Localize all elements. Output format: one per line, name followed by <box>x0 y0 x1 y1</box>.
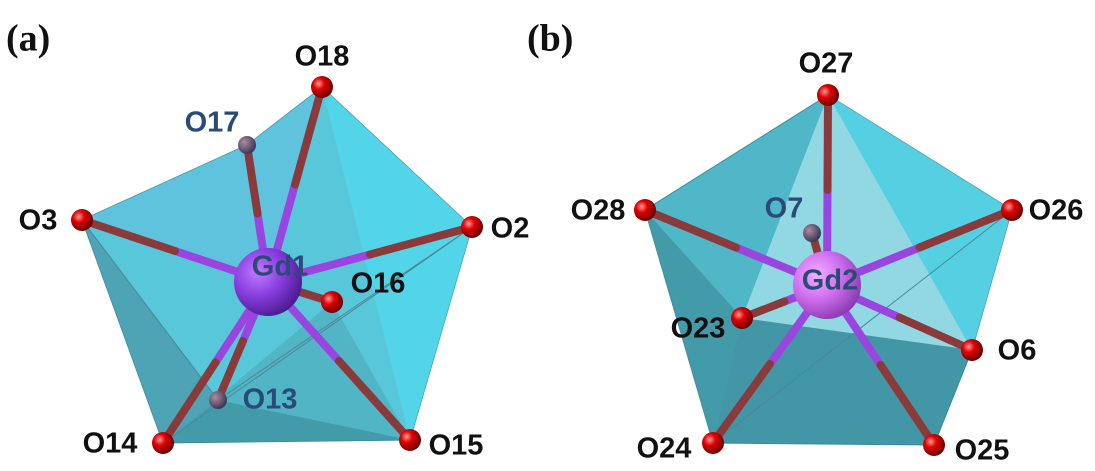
oxygen-atom <box>817 84 839 106</box>
oxygen-label: O2 <box>491 213 530 245</box>
bond <box>291 83 326 189</box>
oxygen-atom <box>702 432 724 454</box>
bond <box>895 313 976 354</box>
oxygen-label: O15 <box>429 430 484 462</box>
metal-label: Gd2 <box>802 265 858 297</box>
oxygen-atom <box>321 291 343 313</box>
oxygen-atom <box>1001 199 1023 221</box>
panel-label: (a) <box>6 18 50 60</box>
oxygen-atom <box>461 216 483 238</box>
oxygen-label: O23 <box>671 313 726 345</box>
oxygen-label: O13 <box>243 384 298 416</box>
bond <box>243 141 262 218</box>
oxygen-atom <box>209 391 227 409</box>
oxygen-label: O25 <box>955 435 1010 467</box>
oxygen-label: O28 <box>571 195 626 227</box>
oxygen-label: O7 <box>765 193 804 225</box>
bond <box>366 223 476 259</box>
oxygen-atom <box>803 224 821 242</box>
metal-atom <box>793 251 861 319</box>
panel-label: (b) <box>527 18 573 60</box>
bond <box>876 361 938 449</box>
oxygen-label: O26 <box>1029 195 1084 227</box>
bond <box>78 216 179 255</box>
metal-label: Gd1 <box>252 251 308 283</box>
oxygen-label: O24 <box>637 433 692 465</box>
oxygen-atom <box>399 429 421 451</box>
oxygen-label: O6 <box>998 335 1037 367</box>
metal-atom <box>234 248 302 316</box>
oxygen-label: O17 <box>185 107 240 139</box>
oxygen-label: O14 <box>83 428 138 460</box>
oxygen-atom <box>634 199 656 221</box>
oxygen-atom <box>152 432 174 454</box>
oxygen-label: O27 <box>799 48 854 80</box>
bond <box>823 91 832 194</box>
bond <box>641 206 740 252</box>
atoms: Gd1 O18 O17 O3 O2 O16 O13 O14 O15 Gd2 O27 O28 O26 O7 O… <box>19 41 1084 467</box>
bond <box>159 358 220 447</box>
oxygen-label: O16 <box>351 268 406 300</box>
oxygen-atom <box>923 434 945 456</box>
oxygen-label: O3 <box>19 205 58 237</box>
oxygen-atom <box>961 339 983 361</box>
oxygen-label: O18 <box>295 41 350 73</box>
bond <box>335 357 414 444</box>
bond <box>709 360 774 447</box>
oxygen-atom <box>311 76 333 98</box>
oxygen-atom <box>71 209 93 231</box>
oxygen-atom <box>238 136 256 154</box>
oxygen-atom <box>731 307 753 329</box>
bond <box>214 337 247 404</box>
bond <box>915 206 1016 252</box>
